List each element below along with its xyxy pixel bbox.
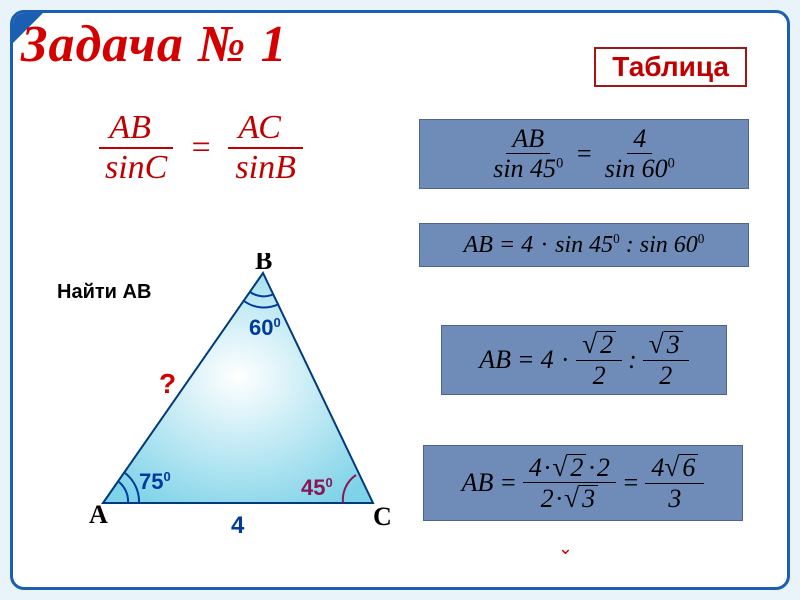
step-3-box: AB = 4 · √2 2 : √3 2 bbox=[441, 325, 727, 395]
fraction: 4 sin 600 bbox=[599, 126, 681, 182]
vertex-c-label: C bbox=[373, 502, 392, 531]
denominator: sinC bbox=[99, 149, 173, 185]
lhs: AB bbox=[479, 345, 511, 375]
colon: : bbox=[626, 232, 634, 259]
equals-sign: = bbox=[575, 139, 593, 169]
step-2-box: AB = 4 · sin 450 : sin 600 bbox=[419, 223, 749, 267]
equals-sign: = bbox=[189, 129, 212, 167]
vertex-a-label: A bbox=[89, 500, 108, 529]
num: 4 bbox=[627, 126, 652, 154]
den: 2 bbox=[587, 361, 612, 389]
lhs: AB bbox=[464, 232, 493, 259]
fraction: √3 2 bbox=[643, 331, 689, 388]
side-ac-length: 4 bbox=[231, 512, 245, 539]
vertex-b-label: B bbox=[255, 253, 272, 275]
numerator: АВ bbox=[99, 111, 173, 149]
lhs: AB bbox=[462, 468, 494, 498]
equals-sign: = bbox=[622, 468, 640, 498]
sin60: sin 600 bbox=[640, 231, 705, 259]
fraction-ac-sinb: АС sinB bbox=[228, 111, 303, 185]
num: AB bbox=[506, 126, 550, 154]
equals-sign: = bbox=[499, 232, 515, 259]
step-1-box: AB sin 450 = 4 sin 600 bbox=[419, 119, 749, 189]
triangle-diagram: A B C 750 600 450 ? 4 bbox=[73, 253, 413, 573]
coef: 4 bbox=[541, 345, 554, 375]
fraction: 4·√2·2 2·√3 bbox=[523, 454, 616, 513]
fraction: 4√6 3 bbox=[645, 454, 704, 511]
den: 3 bbox=[662, 484, 687, 512]
dot: · bbox=[539, 232, 549, 259]
table-button[interactable]: Таблица bbox=[594, 47, 747, 87]
num: 4·√2·2 bbox=[523, 454, 616, 483]
den: sin 600 bbox=[599, 154, 681, 182]
sin45: sin 450 bbox=[555, 231, 620, 259]
dot: · bbox=[560, 345, 571, 375]
decorative-tick: ⌄ bbox=[558, 538, 573, 559]
colon: : bbox=[628, 345, 637, 375]
num: √2 bbox=[576, 331, 622, 360]
den: 2·√3 bbox=[535, 483, 604, 512]
slide-frame: Задача № 1 Таблица АВ sinC = АС sinB Най… bbox=[10, 10, 790, 590]
den: sin 450 bbox=[487, 154, 569, 182]
step-4-box: AB = 4·√2·2 2·√3 = 4√6 3 bbox=[423, 445, 743, 521]
numerator: АС bbox=[228, 111, 303, 149]
side-ab-question: ? bbox=[159, 368, 176, 399]
num: √3 bbox=[643, 331, 689, 360]
fraction: √2 2 bbox=[576, 331, 622, 388]
equals-sign: = bbox=[499, 468, 517, 498]
denominator: sinB bbox=[229, 149, 301, 185]
den: 2 bbox=[653, 361, 678, 389]
coef: 4 bbox=[521, 232, 533, 259]
equals-sign: = bbox=[517, 345, 535, 375]
fraction: AB sin 450 bbox=[487, 126, 569, 182]
sine-law-formula: АВ sinC = АС sinB bbox=[99, 111, 303, 185]
fraction-ab-sinc: АВ sinC bbox=[99, 111, 173, 185]
num: 4√6 bbox=[645, 454, 704, 483]
